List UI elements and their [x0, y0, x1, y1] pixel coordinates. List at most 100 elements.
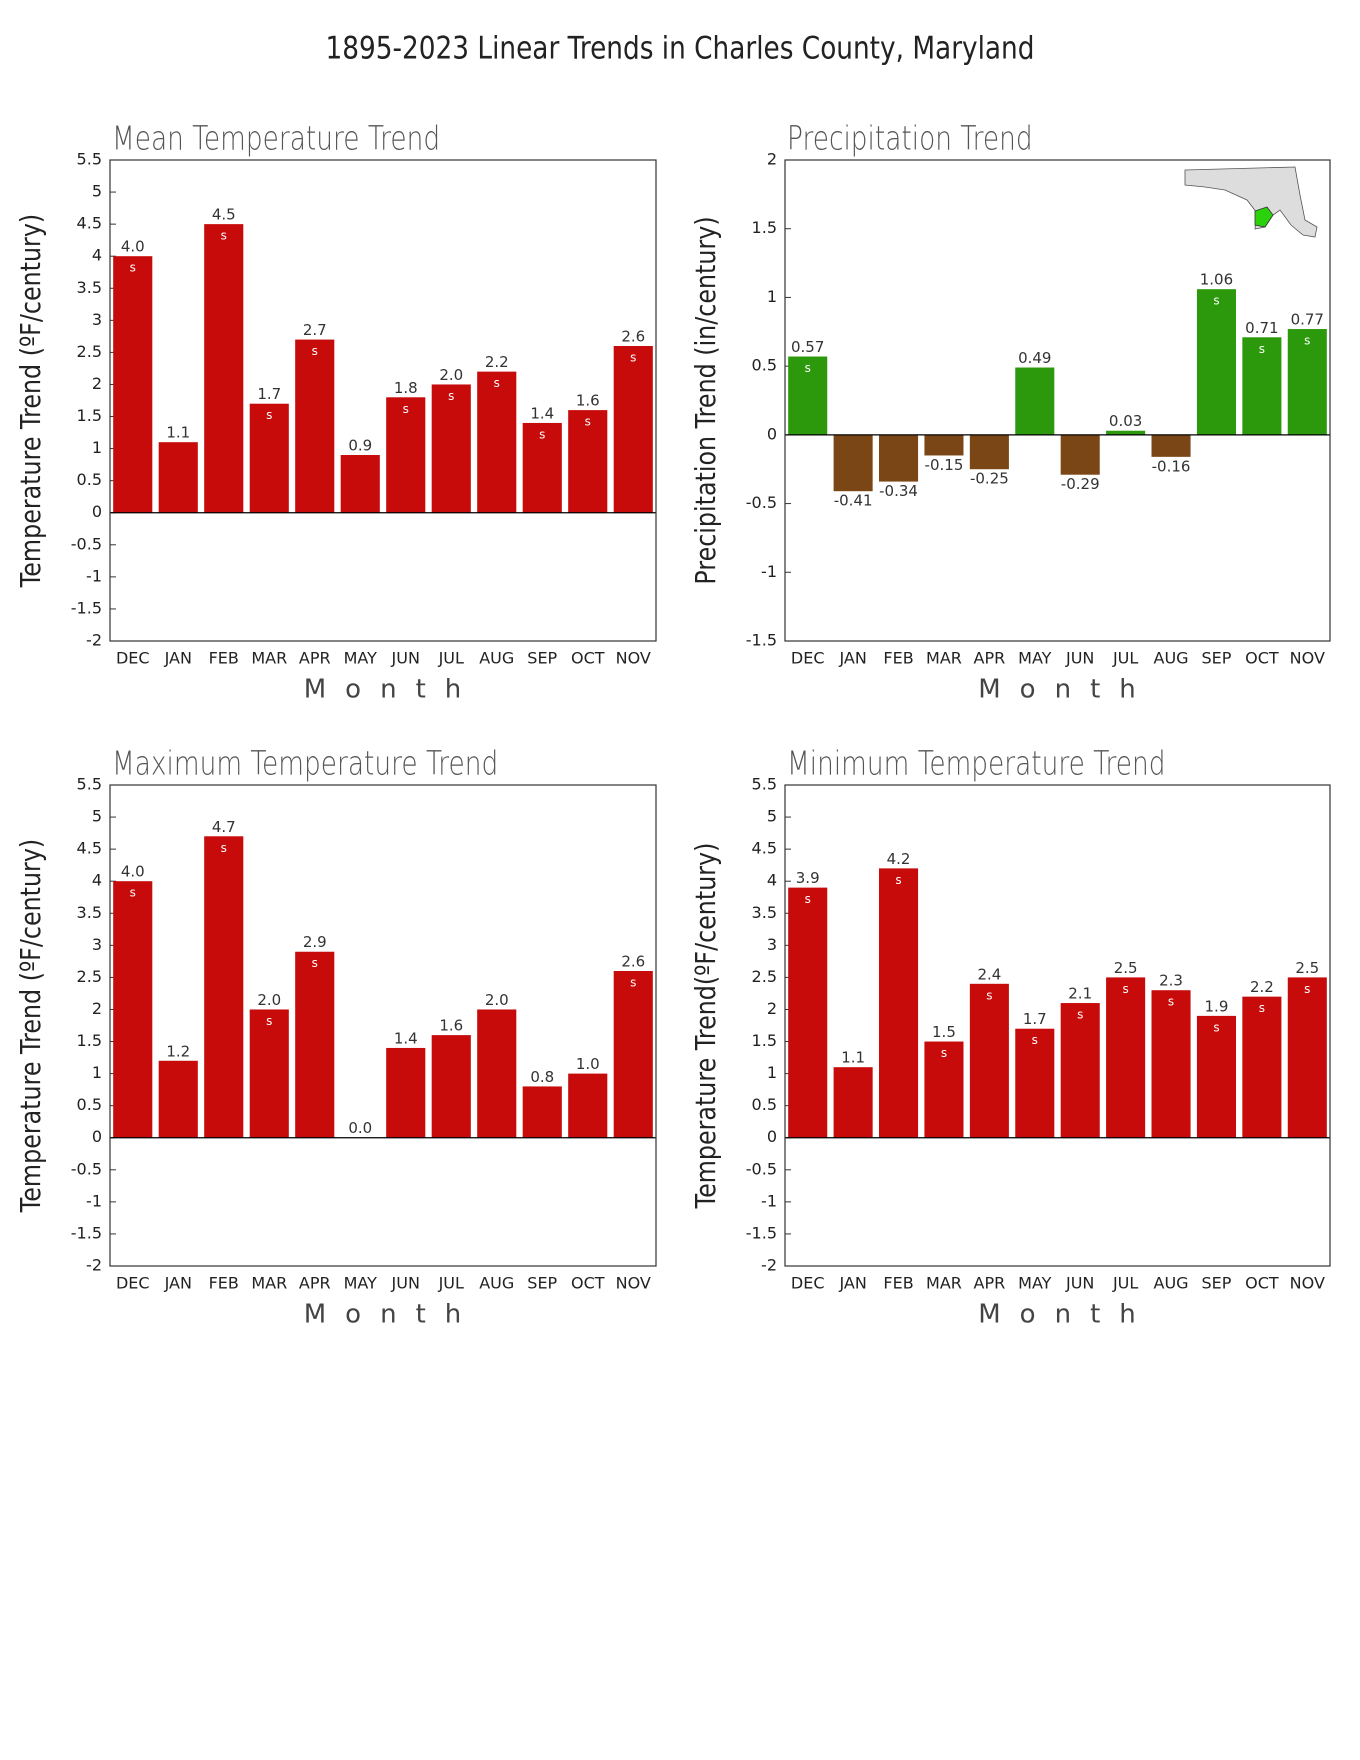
- y-tick-label: 0: [92, 502, 102, 521]
- y-tick-label: 1: [92, 438, 102, 457]
- x-tick-label: JUN: [391, 649, 420, 668]
- bar: [568, 1073, 608, 1138]
- value-label: 4.7: [212, 818, 236, 836]
- bar: [788, 887, 828, 1138]
- x-tick-label: SEP: [527, 649, 557, 668]
- value-label: 4.2: [887, 850, 911, 868]
- chart-panel: Precipitation Trend Precipitation Trend (…: [690, 120, 1331, 705]
- y-tick-label: 2: [92, 374, 102, 393]
- bar: [879, 868, 919, 1138]
- chart-title: Precipitation Trend: [787, 120, 1033, 159]
- bar: [158, 1060, 198, 1138]
- bar: [924, 1041, 964, 1138]
- bar: [568, 410, 608, 513]
- value-label: 1.7: [257, 385, 281, 403]
- significance-marker: s: [1304, 982, 1310, 996]
- significance-marker: s: [312, 344, 318, 358]
- y-tick-label: 4: [767, 871, 777, 890]
- value-label: 2.3: [1159, 972, 1183, 990]
- y-tick-label: 2.5: [77, 967, 102, 986]
- plot-frame: [109, 784, 657, 1267]
- value-label: 2.0: [485, 991, 509, 1009]
- x-tick-label: NOV: [616, 1274, 651, 1293]
- x-axis-label: Month: [978, 675, 1155, 705]
- x-tick-label: NOV: [1290, 1274, 1325, 1293]
- y-tick-label: 2: [767, 999, 777, 1018]
- y-tick-label: -1.5: [71, 1223, 102, 1242]
- x-tick-label: JAN: [164, 649, 192, 668]
- y-tick-label: 5: [767, 807, 777, 826]
- value-label: 0.9: [348, 437, 372, 455]
- value-label: 1.4: [394, 1029, 418, 1047]
- y-tick-label: 2: [92, 999, 102, 1018]
- significance-marker: s: [221, 841, 227, 855]
- bar: [969, 983, 1009, 1138]
- x-tick-label: JUL: [438, 1274, 464, 1293]
- y-tick-label: 4.5: [77, 839, 102, 858]
- page-title: 1895-2023 Linear Trends in Charles Count…: [326, 30, 1035, 67]
- x-tick-label: NOV: [1290, 649, 1325, 668]
- x-tick-label: NOV: [616, 649, 651, 668]
- value-label: 1.7: [1023, 1010, 1047, 1028]
- chart-title: Maximum Temperature Trend: [112, 745, 498, 784]
- y-tick-label: -2: [86, 1256, 102, 1275]
- value-label: 0.57: [791, 338, 824, 356]
- y-tick-label: 3.5: [752, 903, 777, 922]
- y-tick-label: -1: [761, 562, 777, 581]
- y-tick-label: 5: [92, 807, 102, 826]
- bar: [477, 1009, 517, 1138]
- x-tick-label: SEP: [1201, 1274, 1231, 1293]
- bar: [113, 881, 153, 1138]
- value-label: -0.16: [1152, 457, 1191, 475]
- significance-marker: s: [539, 427, 545, 441]
- value-label: 0.49: [1018, 349, 1051, 367]
- y-axis-label: Temperature Trend (ºF/century): [15, 839, 47, 1213]
- x-tick-label: JUL: [438, 649, 464, 668]
- y-tick-label: -1.5: [746, 1223, 777, 1242]
- significance-marker: s: [895, 873, 901, 887]
- x-tick-label: AUG: [479, 649, 514, 668]
- y-tick-label: 4.5: [752, 839, 777, 858]
- x-tick-label: JAN: [838, 1274, 866, 1293]
- y-tick-label: 0: [92, 1127, 102, 1146]
- x-tick-label: JUL: [1112, 1274, 1138, 1293]
- x-tick-label: OCT: [571, 1274, 605, 1293]
- y-tick-label: 1: [767, 1063, 777, 1082]
- bar: [924, 434, 964, 456]
- bar: [431, 384, 471, 513]
- significance-marker: s: [941, 1046, 947, 1060]
- x-tick-label: APR: [974, 649, 1006, 668]
- value-label: 1.8: [394, 379, 418, 397]
- significance-marker: s: [448, 389, 454, 403]
- y-tick-label: 1.5: [77, 406, 102, 425]
- value-label: 2.0: [439, 366, 463, 384]
- y-tick-label: 4: [92, 246, 102, 265]
- value-label: 0.77: [1291, 311, 1324, 329]
- significance-marker: s: [630, 350, 636, 364]
- x-tick-label: FEB: [883, 1274, 913, 1293]
- bar: [879, 434, 919, 482]
- x-tick-label: FEB: [883, 649, 913, 668]
- significance-marker: s: [1032, 1033, 1038, 1047]
- y-tick-label: -2: [86, 631, 102, 650]
- significance-marker: s: [805, 892, 811, 906]
- x-tick-label: MAY: [344, 649, 378, 668]
- value-label: 1.1: [166, 424, 190, 442]
- y-tick-label: 2.5: [752, 967, 777, 986]
- plot-frame: [784, 159, 1331, 642]
- value-label: 2.2: [1250, 978, 1274, 996]
- x-axis-label: Month: [978, 1300, 1155, 1330]
- chart-title: Mean Temperature Trend: [112, 120, 440, 159]
- y-tick-label: -0.5: [746, 1159, 777, 1178]
- y-tick-label: 1: [767, 287, 777, 306]
- y-tick-label: 4: [92, 871, 102, 890]
- y-tick-label: 3: [767, 935, 777, 954]
- significance-marker: s: [403, 402, 409, 416]
- bar: [833, 1067, 873, 1138]
- value-label: 1.2: [166, 1042, 190, 1060]
- significance-marker: s: [221, 229, 227, 243]
- x-tick-label: MAR: [251, 649, 287, 668]
- value-label: 1.6: [576, 392, 600, 410]
- value-label: 1.1: [841, 1049, 865, 1067]
